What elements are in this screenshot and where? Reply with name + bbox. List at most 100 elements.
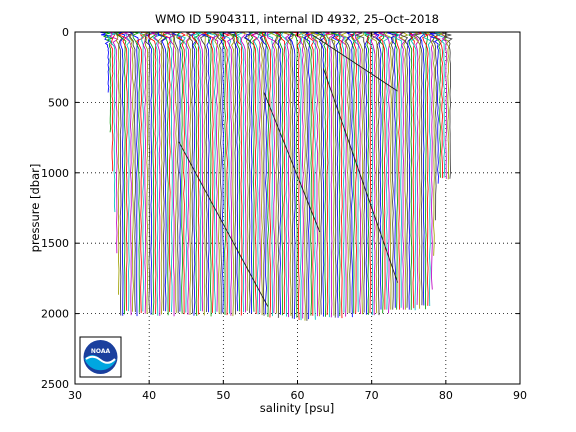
salinity-profile-line bbox=[275, 31, 286, 316]
y-axis-label: pressure [dbar] bbox=[28, 164, 42, 253]
y-tick-label: 2500 bbox=[41, 378, 69, 391]
salinity-profile-line bbox=[148, 31, 157, 315]
salinity-profile-line bbox=[306, 31, 314, 316]
salinity-profile-line bbox=[398, 31, 406, 310]
salinity-profile-line bbox=[288, 31, 296, 319]
salinity-profile-line bbox=[346, 31, 355, 318]
salinity-profile-line bbox=[113, 31, 123, 316]
salinity-profile-line bbox=[379, 31, 390, 314]
salinity-profile-line bbox=[237, 31, 247, 313]
salinity-profile-line bbox=[280, 31, 289, 317]
salinity-profile-line bbox=[363, 31, 370, 315]
overlay-trace bbox=[263, 92, 321, 233]
salinity-profile-line bbox=[251, 31, 261, 313]
salinity-profile-line bbox=[274, 31, 286, 314]
salinity-profile-line bbox=[177, 31, 188, 313]
salinity-profile-line bbox=[330, 31, 341, 317]
salinity-profile-line bbox=[412, 31, 421, 309]
salinity-profile-line bbox=[231, 31, 241, 312]
salinity-profile-line bbox=[388, 31, 394, 310]
salinity-profile-line bbox=[243, 31, 251, 314]
y-tick-label: 500 bbox=[48, 96, 69, 109]
salinity-profile-line bbox=[118, 31, 126, 316]
x-tick-label: 80 bbox=[439, 389, 453, 402]
salinity-profile-line bbox=[422, 31, 428, 310]
salinity-profile-line bbox=[259, 31, 267, 315]
salinity-profile-line bbox=[397, 31, 409, 310]
salinity-profile-line bbox=[227, 31, 239, 315]
y-axis-ticks: 0 500 1000 1500 2000 2500 bbox=[41, 26, 520, 391]
salinity-profile-line bbox=[200, 31, 212, 313]
salinity-profile-line bbox=[169, 31, 179, 313]
salinity-profile-line bbox=[189, 31, 200, 315]
salinity-profile-line bbox=[393, 31, 403, 308]
salinity-profile-line bbox=[283, 31, 294, 316]
salinity-profile-line bbox=[229, 31, 236, 317]
salinity-profile-line bbox=[429, 31, 439, 221]
logo-text: NOAA bbox=[91, 348, 111, 355]
salinity-profile-line bbox=[210, 31, 221, 314]
salinity-profile-line bbox=[205, 31, 212, 317]
salinity-profile-line bbox=[345, 31, 351, 314]
salinity-profile-line bbox=[379, 31, 391, 310]
salinity-profile-line bbox=[193, 31, 200, 317]
salinity-profile-line bbox=[282, 31, 290, 318]
salinity-profile-line bbox=[351, 31, 357, 314]
salinity-profile-line bbox=[435, 31, 447, 178]
salinity-profile-line bbox=[322, 31, 331, 318]
salinity-profile-line bbox=[287, 31, 295, 319]
salinity-profile-line bbox=[217, 31, 227, 313]
salinity-profile-line bbox=[338, 31, 347, 317]
salinity-profile-line bbox=[310, 31, 321, 317]
x-tick-label: 90 bbox=[513, 389, 527, 402]
salinity-profile-line bbox=[309, 31, 319, 320]
x-tick-label: 50 bbox=[216, 389, 230, 402]
salinity-profile-line bbox=[127, 31, 136, 313]
salinity-profile-line bbox=[353, 31, 362, 315]
salinity-profile-line bbox=[290, 31, 301, 320]
noaa-logo: NOAA bbox=[79, 336, 122, 378]
salinity-profile-line bbox=[218, 31, 226, 315]
salinity-profile-line bbox=[261, 31, 271, 318]
salinity-profile-line bbox=[190, 31, 197, 316]
salinity-profile-line bbox=[355, 31, 366, 313]
salinity-profile-line bbox=[340, 31, 349, 313]
salinity-profile-line bbox=[268, 31, 279, 314]
salinity-profile-line bbox=[228, 31, 239, 312]
salinity-profile-line bbox=[200, 31, 211, 312]
salinity-profile-line bbox=[409, 31, 421, 305]
salinity-profile-line bbox=[265, 31, 274, 317]
y-tick-label: 0 bbox=[62, 26, 69, 39]
salinity-profile-line bbox=[115, 31, 127, 315]
salinity-profile-line bbox=[384, 31, 393, 310]
salinity-profile-line bbox=[171, 31, 183, 312]
salinity-profile-line bbox=[387, 31, 399, 308]
salinity-profile-line bbox=[109, 31, 122, 295]
logo-bird bbox=[85, 355, 116, 364]
salinity-profile-line bbox=[206, 31, 216, 314]
salinity-profile-line bbox=[314, 31, 325, 317]
salinity-profile-line bbox=[171, 31, 179, 314]
salinity-profile-line bbox=[207, 31, 220, 312]
salinity-profile-line bbox=[109, 31, 119, 254]
salinity-profile-line bbox=[128, 31, 134, 312]
salinity-profile-line bbox=[295, 31, 306, 321]
salinity-profile-line bbox=[186, 31, 194, 314]
salinity-profile-line bbox=[370, 31, 381, 316]
salinity-profile-line bbox=[299, 31, 310, 321]
salinity-profile-line bbox=[130, 31, 140, 313]
salinity-profile-line bbox=[175, 31, 184, 314]
salinity-profile-line bbox=[419, 31, 430, 306]
salinity-profile-line bbox=[234, 31, 243, 316]
salinity-profile-line bbox=[266, 31, 277, 313]
salinity-profile-line bbox=[377, 31, 386, 310]
salinity-profile-line bbox=[298, 31, 304, 321]
salinity-profile-line bbox=[441, 31, 453, 179]
salinity-profile-line bbox=[399, 31, 409, 308]
salinity-profile-line bbox=[349, 31, 357, 314]
salinity-profile-line bbox=[185, 31, 191, 315]
salinity-profile-line bbox=[303, 31, 311, 320]
salinity-profile-line bbox=[140, 31, 147, 314]
salinity-profile-line bbox=[157, 31, 168, 312]
salinity-profile-line bbox=[236, 31, 245, 313]
